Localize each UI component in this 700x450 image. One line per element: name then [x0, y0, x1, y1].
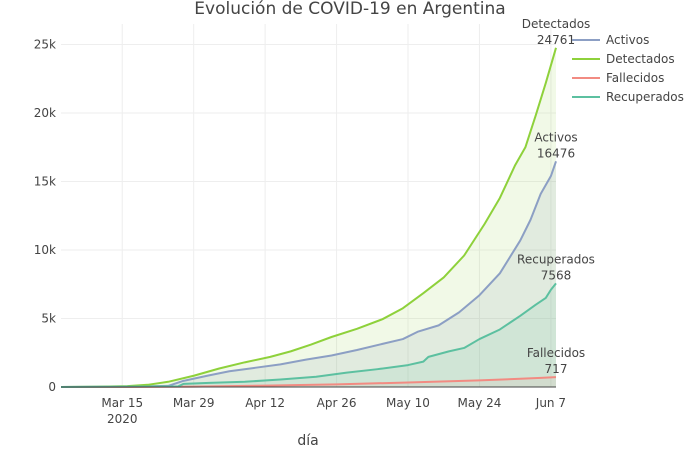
annotation-value: 7568: [541, 268, 572, 282]
x-tick-label: May 24: [458, 396, 502, 410]
x-tick-label: Jun 7: [535, 396, 566, 410]
x-tick-label: May 10: [386, 396, 430, 410]
legend-item-activos[interactable]: Activos: [572, 33, 649, 47]
y-tick-label: 15k: [34, 175, 56, 189]
x-tick-label: Apr 12: [245, 396, 285, 410]
y-tick-label: 10k: [34, 243, 56, 257]
annotation-value: 717: [545, 362, 568, 376]
area-fallecidos: [61, 377, 556, 387]
legend-item-fallecidos[interactable]: Fallecidos: [572, 71, 664, 85]
legend-label: Detectados: [606, 52, 675, 66]
annotation-name: Recuperados: [517, 252, 595, 266]
y-tick-label: 0: [48, 380, 56, 394]
y-tick-label: 25k: [34, 38, 56, 52]
x-tick-sublabel: 2020: [107, 412, 138, 426]
end-annotations: Detectados 24761 Activos 16476 Recuperados 75…: [517, 17, 595, 376]
annotation-name: Detectados: [522, 17, 591, 31]
line-detectados: [60, 47, 557, 388]
x-axis-title: día: [297, 433, 318, 449]
annotation-value: 24761: [537, 33, 575, 47]
series-lines: [60, 47, 557, 388]
area-recuperados: [61, 283, 556, 387]
chart-title: Evolución de COVID-19 en Argentina: [194, 0, 505, 19]
legend-label: Fallecidos: [606, 71, 664, 85]
annotation-name: Fallecidos: [527, 346, 585, 360]
annotation-name: Activos: [534, 130, 577, 144]
legend-item-detectados[interactable]: Detectados: [572, 52, 675, 66]
x-tick-label: Mar 29: [173, 396, 215, 410]
legend-label: Recuperados: [606, 90, 684, 104]
axes: Mar 15 2020 Mar 29 Apr 12 Apr 26 May 10 May 24…: [34, 38, 566, 426]
y-tick-label: 5k: [41, 312, 56, 326]
grid-lines: [61, 24, 556, 387]
legend: Activos Detectados Fallecidos Recuperados: [572, 33, 684, 104]
annotation-value: 16476: [537, 146, 575, 160]
y-tick-label: 20k: [34, 106, 56, 120]
area-fills: [61, 47, 556, 387]
legend-item-recuperados[interactable]: Recuperados: [572, 90, 684, 104]
x-tick-label: Apr 26: [317, 396, 357, 410]
line-recuperados: [60, 282, 557, 388]
area-detectados: [61, 47, 556, 387]
area-activos: [61, 161, 556, 387]
legend-label: Activos: [606, 33, 649, 47]
x-tick-label: Mar 15: [101, 396, 143, 410]
